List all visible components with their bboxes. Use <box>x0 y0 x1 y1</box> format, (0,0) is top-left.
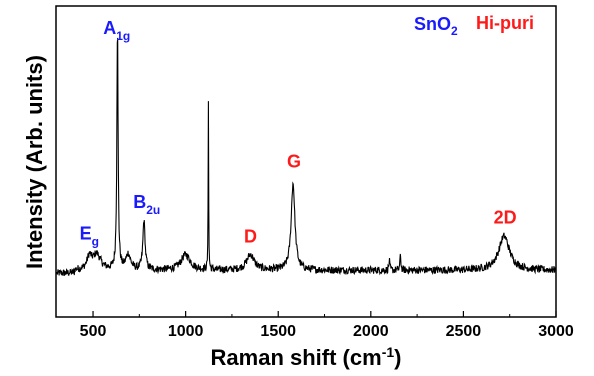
peak-label-e: Eg <box>80 223 99 248</box>
x-tick-label: 1000 <box>168 323 204 340</box>
y-axis-title: Intensity (Arb. units) <box>22 55 47 269</box>
peak-label-2d: 2D <box>494 208 517 228</box>
x-axis-title: Raman shift (cm-1) <box>211 344 402 370</box>
peak-label-d: D <box>244 226 257 246</box>
peak-label-b: B2u <box>133 192 160 217</box>
x-tick-label: 2000 <box>353 323 389 340</box>
x-tick-label: 3000 <box>538 323 574 340</box>
x-tick-label: 500 <box>80 323 107 340</box>
x-tick-label: 1500 <box>260 323 296 340</box>
x-axis-ticks: 500 1000 1500 2000 2500 3000 <box>80 311 574 340</box>
peak-annotations: A1g Eg B2u D G 2D <box>80 18 517 248</box>
peak-label-a: A1g <box>103 18 130 43</box>
spectrum-line <box>56 37 556 276</box>
spectrum <box>56 37 556 276</box>
x-tick-label: 2500 <box>446 323 482 340</box>
peak-label-g: G <box>287 152 301 172</box>
legend-sample: Hi-puri <box>476 13 534 33</box>
plot-frame <box>55 5 557 318</box>
legend-material: SnO2 <box>414 14 458 38</box>
